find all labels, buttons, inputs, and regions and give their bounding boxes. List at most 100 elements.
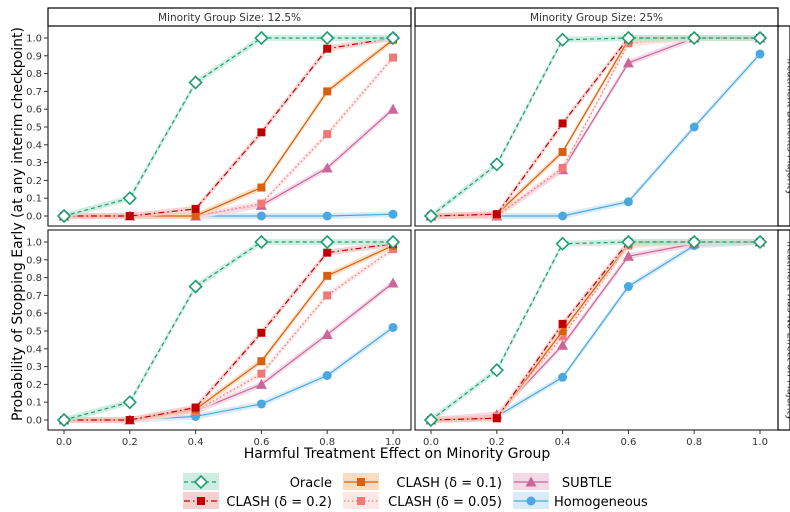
y-tick-label: 0.9 (26, 255, 42, 266)
data-point (320, 234, 335, 250)
data-point (323, 44, 332, 53)
data-point (257, 357, 266, 366)
panel-1 (414, 25, 779, 227)
x-tick-label: 0.8 (319, 437, 335, 448)
data-point (191, 212, 200, 220)
data-point (322, 371, 332, 380)
data-point (621, 234, 636, 250)
data-point (752, 234, 768, 250)
data-point (323, 130, 332, 139)
y-tick-label: 0.1 (26, 398, 42, 409)
data-point (557, 339, 569, 350)
y-tick-label: 0.1 (26, 194, 42, 205)
y-tick-label: 0.9 (26, 51, 42, 62)
x-tick-label: 0.2 (122, 437, 138, 448)
x-tick-label: 1.0 (752, 437, 768, 448)
y-tick-label: 0.6 (26, 309, 42, 320)
data-point (558, 147, 567, 156)
data-point (423, 208, 439, 224)
data-point (122, 395, 137, 410)
data-point (321, 162, 333, 173)
data-point (320, 30, 335, 46)
data-point (122, 191, 137, 206)
panel-3 (414, 229, 779, 431)
facet-col-strip: Minority Group Size: 12.5% (47, 7, 412, 27)
data-point (256, 399, 266, 409)
data-point (558, 319, 567, 328)
data-point (622, 250, 634, 261)
data-point (489, 157, 504, 172)
facet-row-label: Treatment Benefits Majority (785, 56, 790, 196)
y-tick-label: 0.0 (26, 416, 42, 427)
y-tick-label: 0.6 (26, 105, 42, 116)
data-point (388, 209, 398, 219)
legend-label: Oracle (290, 476, 332, 491)
series-line (430, 241, 760, 421)
data-point (555, 236, 570, 251)
series-oracle (56, 234, 401, 428)
series-line (64, 57, 394, 217)
data-point (558, 332, 567, 341)
y-tick-label: 0.8 (26, 69, 42, 80)
data-point (257, 328, 266, 337)
data-point (257, 128, 266, 137)
series-line (430, 241, 760, 421)
facet-row-label: Treatment Has No Effect on Majority (785, 239, 790, 421)
facet-row-strip: Treatment Has No Effect on Majority (777, 229, 790, 431)
y-tick-label: 0.3 (26, 158, 42, 169)
data-point (388, 322, 398, 332)
data-point (558, 119, 567, 128)
data-point (188, 75, 203, 90)
legend-item: CLASH (δ = 0.1) (343, 473, 502, 491)
legend-key-marker (526, 496, 536, 506)
data-point (125, 416, 134, 424)
data-point (622, 57, 634, 68)
facet-col-strip: Minority Group Size: 25% (414, 7, 779, 27)
data-point (689, 122, 699, 132)
x-tick-label: 0.0 (56, 437, 72, 448)
data-point (257, 183, 266, 192)
legend-item: Homogeneous (513, 492, 648, 510)
data-point (323, 291, 332, 300)
x-tick-label: 0.8 (686, 437, 702, 448)
data-point (125, 212, 134, 220)
panel-0 (47, 25, 412, 227)
data-point (255, 378, 267, 389)
x-tick-label: 0.4 (188, 437, 204, 448)
y-tick-label: 0.5 (26, 123, 42, 134)
series-oracle (56, 30, 401, 224)
y-tick-label: 0.2 (26, 380, 42, 391)
data-point (687, 234, 702, 250)
legend-label: SUBTLE (562, 476, 612, 491)
x-axis-label: Harmful Treatment Effect on Minority Gro… (244, 446, 551, 462)
data-point (755, 49, 765, 59)
data-point (558, 211, 568, 221)
panel-frame (414, 25, 779, 227)
legend-key-marker (197, 497, 205, 505)
facet-row-strip: Treatment Benefits Majority (777, 25, 790, 227)
legend-key-marker (357, 497, 365, 505)
data-point (191, 403, 200, 412)
y-axis-ticks: 0.0 0.1 0.2 0.3 0.4 0.5 0.6 0.7 0.8 0.9 1.0 0.0 0.1 0… (26, 34, 48, 427)
y-tick-label: 0.4 (26, 344, 42, 355)
legend-item: Oracle (183, 473, 332, 491)
data-point (323, 248, 332, 257)
legend-label: CLASH (δ = 0.1) (396, 476, 502, 491)
data-point (254, 30, 269, 46)
x-tick-label: 1.0 (385, 437, 401, 448)
data-point (492, 414, 501, 423)
data-point (188, 279, 203, 294)
chart-panels (47, 25, 779, 431)
data-point (323, 87, 332, 96)
legend-item: CLASH (δ = 0.2) (183, 492, 332, 510)
y-tick-label: 0.5 (26, 327, 42, 338)
data-point (623, 282, 633, 291)
data-point (254, 234, 269, 250)
data-point (752, 30, 768, 46)
legend-key-marker (525, 476, 537, 487)
series-oracle (423, 30, 768, 224)
facet-col-label: Minority Group Size: 25% (530, 12, 663, 24)
data-point (623, 197, 633, 207)
y-tick-label: 0.0 (26, 212, 42, 223)
data-point (56, 208, 72, 224)
